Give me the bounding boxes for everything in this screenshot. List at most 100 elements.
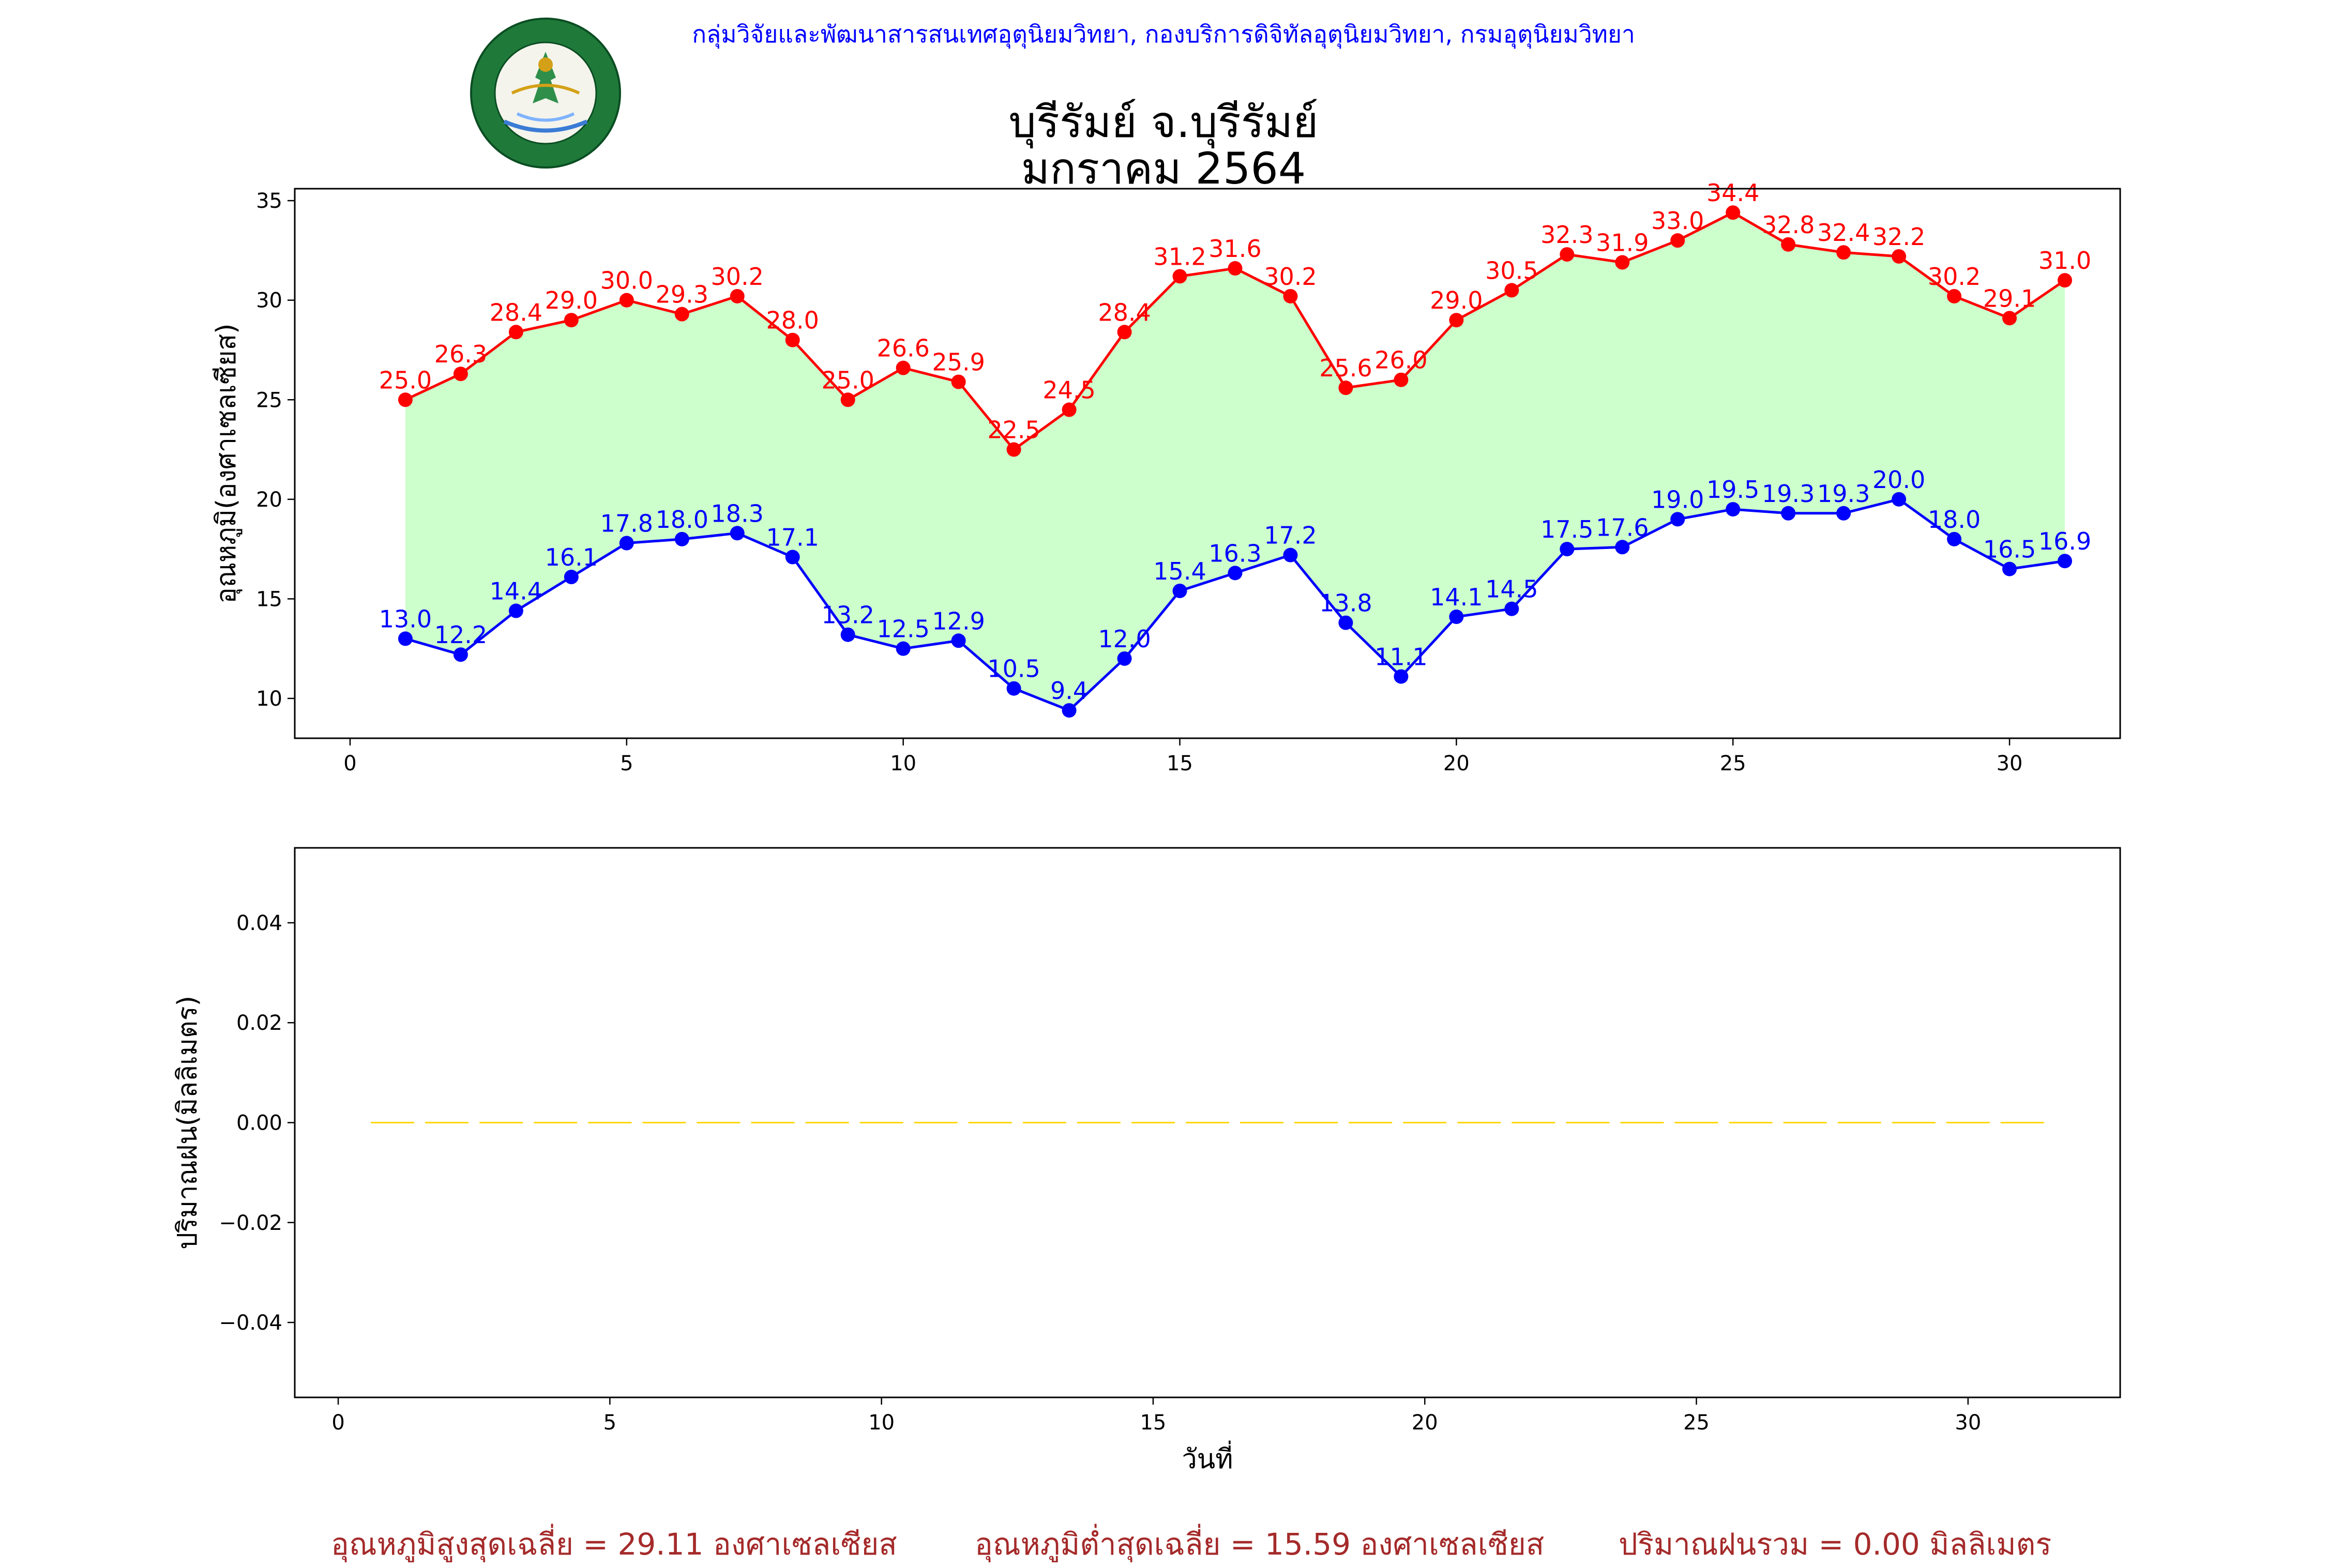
max-temp-point (1172, 269, 1187, 284)
min-temp-data-label: 13.8 (1319, 589, 1372, 617)
min-temp-point (730, 526, 745, 541)
rain-bar (588, 1122, 632, 1123)
min-temp-point (1670, 512, 1685, 527)
temp-x-tick-label: 15 (1167, 752, 1193, 775)
max-temp-data-label: 29.0 (545, 286, 598, 314)
min-temp-data-label: 12.2 (434, 621, 487, 649)
min-temp-point (1338, 615, 1353, 630)
max-temp-point (1560, 247, 1575, 262)
rain-bar (1131, 1122, 1175, 1123)
max-temp-point (1836, 245, 1851, 260)
rain-bar (1403, 1122, 1447, 1123)
min-temp-data-label: 12.9 (932, 607, 985, 635)
rain-y-tick-label: 0.04 (236, 911, 282, 935)
max-temp-point (2002, 311, 2017, 326)
temp-y-tick-label: 35 (256, 189, 282, 213)
min-temp-point (1449, 610, 1464, 625)
max-temp-data-label: 32.4 (1817, 219, 1870, 247)
rain-bar (1349, 1122, 1393, 1123)
max-temp-point (896, 360, 911, 375)
rain-bar (1512, 1122, 1555, 1123)
max-temp-point (619, 293, 634, 308)
min-temp-point (674, 531, 689, 546)
max-temp-point (951, 374, 966, 389)
min-temp-data-label: 16.9 (2038, 527, 2091, 555)
min-temp-point (1947, 531, 1962, 546)
max-temp-data-label: 31.2 (1153, 242, 1206, 270)
max-temp-data-label: 28.4 (490, 298, 542, 326)
rain-bar (1783, 1122, 1827, 1123)
min-temp-point (2002, 561, 2017, 576)
min-temp-data-label: 17.5 (1540, 515, 1593, 543)
rain-bar (534, 1122, 578, 1123)
rain-bar (2000, 1122, 2044, 1123)
min-temp-data-label: 19.3 (1817, 480, 1870, 508)
min-temp-point (785, 550, 800, 565)
min-temp-data-label: 19.5 (1706, 476, 1759, 504)
max-temp-point (1449, 313, 1464, 328)
max-temp-data-label: 33.0 (1651, 207, 1704, 235)
max-temp-point (1781, 237, 1796, 252)
min-temp-data-label: 14.4 (490, 577, 542, 605)
rain-y-tick-label: 0.00 (236, 1112, 282, 1135)
rain-bar (1674, 1122, 1718, 1123)
rain-bar (1566, 1122, 1610, 1123)
rain-bar (425, 1122, 469, 1123)
min-temp-data-label: 16.5 (1983, 536, 2036, 564)
min-temp-data-label: 19.3 (1762, 480, 1815, 508)
max-temp-point (1947, 288, 1962, 303)
temp-y-tick-label: 25 (256, 388, 282, 412)
min-temp-data-label: 12.0 (1098, 625, 1151, 653)
max-temp-point (1670, 233, 1685, 248)
min-temp-data-label: 10.5 (987, 655, 1040, 683)
temp-y-tick-label: 10 (256, 687, 282, 711)
max-temp-data-label: 26.6 (877, 334, 929, 362)
temp-x-tick-label: 30 (1997, 752, 2023, 775)
max-temp-data-label: 25.0 (379, 366, 432, 394)
min-temp-data-label: 18.0 (656, 506, 708, 534)
temp-y-tick-label: 20 (256, 488, 282, 512)
rain-y-tick-label: −0.02 (219, 1211, 282, 1235)
max-temp-point (1615, 255, 1630, 270)
max-temp-data-label: 26.3 (434, 340, 487, 368)
min-temp-data-label: 17.6 (1596, 513, 1649, 541)
min-temp-point (619, 536, 634, 551)
min-temp-point (2058, 554, 2073, 569)
min-temp-point (1117, 651, 1132, 666)
max-temp-point (1892, 249, 1907, 264)
max-temp-point (840, 392, 855, 407)
max-temp-point (564, 313, 579, 328)
max-temp-data-label: 31.9 (1596, 229, 1649, 257)
max-temp-point (1338, 380, 1353, 395)
min-temp-data-label: 17.8 (600, 510, 653, 538)
meteorological-department-logo (468, 16, 623, 171)
rain-x-tick-label: 0 (331, 1411, 344, 1435)
min-temp-data-label: 16.1 (545, 543, 598, 571)
min-temp-point (398, 631, 413, 646)
rain-bar (968, 1122, 1012, 1123)
footer-avg-min-temp: อุณหภูมิต่ำสุดเฉลี่ย = 15.59 องศาเซลเซีย… (975, 1527, 1545, 1562)
max-temp-data-label: 24.5 (1042, 376, 1095, 404)
rain-x-tick-label: 15 (1140, 1411, 1166, 1435)
min-temp-point (1504, 601, 1519, 616)
temp-x-tick-label: 25 (1720, 752, 1746, 775)
min-temp-point (1283, 547, 1298, 562)
min-temp-data-label: 18.3 (711, 499, 764, 527)
max-temp-data-label: 32.8 (1762, 211, 1815, 239)
max-temp-point (508, 325, 523, 340)
rain-bar (371, 1122, 415, 1123)
chart-subtitle: มกราคม 2564 (1021, 143, 1306, 194)
min-temp-point (1006, 681, 1021, 696)
max-temp-data-label: 32.2 (1872, 223, 1925, 251)
max-temp-point (2058, 273, 2073, 288)
min-temp-data-label: 20.0 (1872, 466, 1925, 494)
chart-title: บุรีรัมย์ จ.บุรีรัมย์ (1008, 97, 1319, 147)
min-temp-point (1172, 583, 1187, 598)
temp-y-tick-label: 30 (256, 289, 282, 313)
max-temp-data-label: 29.1 (1983, 284, 2036, 312)
max-temp-data-label: 34.4 (1706, 179, 1759, 207)
temp-x-tick-label: 5 (620, 752, 633, 775)
rain-y-tick-label: −0.04 (219, 1311, 282, 1335)
max-temp-point (1283, 288, 1298, 303)
